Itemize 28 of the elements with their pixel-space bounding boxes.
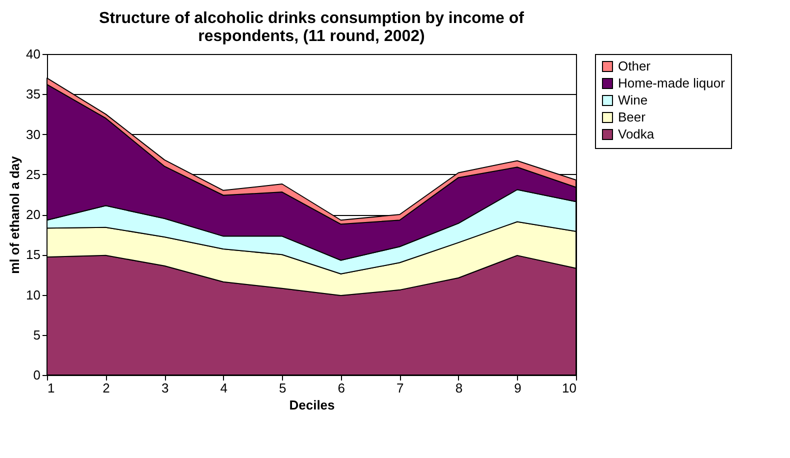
y-tick-label: 35 (26, 86, 40, 102)
y-tick-label: 25 (26, 166, 40, 182)
x-tick-label: 6 (338, 380, 346, 396)
x-tick-label: 10 (562, 380, 576, 396)
x-axis-title: Deciles (289, 398, 335, 412)
x-tick-label: 4 (220, 380, 228, 396)
x-tick-label: 1 (48, 380, 55, 396)
y-tick-label: 5 (33, 327, 40, 342)
legend-label: Wine (618, 92, 648, 108)
y-tick-label: 10 (26, 287, 40, 302)
text: respondents, (11 round, 2002) (198, 28, 425, 45)
legend-label: Vodka (618, 126, 655, 142)
y-tick-label: 30 (26, 126, 40, 142)
y-tick-label: 0 (33, 368, 40, 382)
text: Structure of alcoholic drinks consumption by income of (99, 10, 524, 27)
legend-label: Beer (618, 110, 646, 124)
x-tick-label: 8 (455, 380, 463, 396)
legend-label: Other (618, 58, 652, 74)
x-tick-label: 2 (102, 380, 110, 396)
y-tick-label: 40 (26, 46, 40, 62)
y-tick-label: 15 (26, 247, 40, 262)
x-tick-label: 9 (514, 380, 522, 396)
x-tick-label: 5 (278, 380, 286, 396)
y-tick-label: 20 (26, 207, 40, 222)
legend-label: Home-made liquor (618, 76, 726, 90)
x-tick-label: 3 (161, 380, 169, 396)
x-tick-label: 7 (396, 380, 404, 396)
y-axis-title: ml of ethanol a day (7, 155, 22, 274)
